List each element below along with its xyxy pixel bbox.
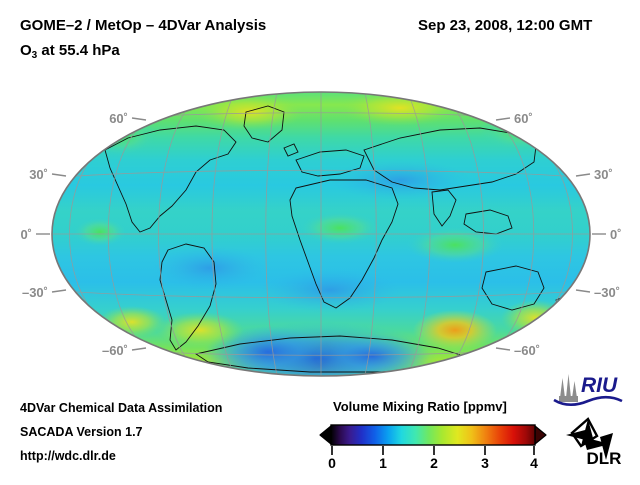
colorbar-title: Volume Mixing Ratio [ppmv] [333, 399, 507, 414]
lat-label-left-m30: –30˚ [22, 285, 48, 300]
colorbar-tick-label-2: 2 [430, 455, 438, 469]
feature-equatorial-green-east-pacific [74, 218, 126, 246]
lat-label-left-m60: –60˚ [102, 343, 128, 358]
colorbar: 0 1 2 3 4 [300, 414, 550, 471]
footer-line-assimilation: 4DVar Chemical Data Assimilation [20, 401, 223, 415]
graticule [52, 92, 590, 376]
colorbar-tick-label-1: 1 [379, 455, 387, 469]
lat-label-right-60: 60˚ [514, 111, 533, 126]
lat-label-left-30: 30˚ [29, 167, 48, 182]
subtitle-species: O [20, 42, 32, 59]
feature-equatorial-green-patch-africa [300, 212, 380, 244]
lat-tick-left-m60 [131, 347, 147, 351]
lat-tick-right-60 [495, 117, 511, 121]
colorbar-extend-max-arrow [534, 425, 547, 445]
lat-label-right-0: 0˚ [610, 227, 622, 242]
subtitle-subscript: 3 [31, 50, 38, 61]
colorbar-tick-label-0: 0 [328, 455, 336, 469]
riu-wordmark: RIU [581, 374, 618, 397]
lat-label-left-0: 0˚ [20, 227, 32, 242]
footer-line-version: SACADA Version 1.7 [20, 425, 143, 439]
colorbar-ticks [331, 446, 535, 455]
feature-northern-high-lat-band-w [194, 94, 306, 130]
feature-subtropical-low-south [260, 268, 400, 312]
lat-tick-right-m30 [575, 289, 591, 293]
ozone-field [52, 92, 590, 376]
feature-tropical-minimum-belt [152, 246, 268, 290]
feature-southern-midlat-max-west [98, 306, 166, 338]
lat-label-left-60: 60˚ [109, 111, 128, 126]
colorbar-gradient[interactable] [330, 424, 536, 446]
lat-label-right-30: 30˚ [594, 167, 613, 182]
colorbar-extend-min-arrow [319, 425, 332, 445]
logos-svg: RIU DLR [553, 374, 623, 468]
lat-tick-left-m30 [51, 289, 67, 293]
subtitle-level: at 55.4 hPa [37, 42, 120, 59]
colorbar-svg: 0 1 2 3 4 [319, 424, 547, 471]
riu-wave-icon [553, 395, 623, 406]
lat-tick-right-m60 [495, 347, 511, 351]
lat-tick-left-60 [131, 117, 147, 121]
feature-equatorial-green-indian [407, 227, 503, 263]
dlr-star-icon [566, 417, 613, 460]
logo-group: RIU DLR [548, 372, 638, 468]
lat-axis-right: 60˚ 30˚ 0˚ –30˚ –60˚ [495, 111, 622, 358]
dlr-logo: DLR [566, 417, 622, 468]
riu-logo: RIU [553, 374, 623, 406]
lat-axis-left: 60˚ 30˚ 0˚ –30˚ –60˚ [20, 111, 147, 358]
timestamp: Sep 23, 2008, 12:00 GMT [418, 17, 593, 34]
feature-southern-midlat-max-atlantic [156, 312, 244, 348]
feature-antarctic-low-east [314, 334, 430, 376]
colorbar-tick-label-3: 3 [481, 455, 489, 469]
dlr-wordmark: DLR [587, 449, 622, 468]
page-title: GOME–2 / MetOp – 4DVar Analysis [20, 17, 267, 34]
riu-spikes-icon [559, 374, 578, 402]
feature-southern-midlat-max-pacific [413, 310, 497, 350]
lat-tick-left-30 [51, 173, 67, 177]
lat-label-right-m60: –60˚ [514, 343, 540, 358]
footer-line-url[interactable]: http://wdc.dlr.de [20, 449, 116, 463]
globe-outline [51, 91, 591, 377]
colorbar-tick-label-4: 4 [530, 455, 538, 469]
page-subtitle: O3 at 55.4 hPa [20, 42, 120, 61]
lat-tick-right-30 [575, 173, 591, 177]
lat-label-right-m30: –30˚ [594, 285, 620, 300]
